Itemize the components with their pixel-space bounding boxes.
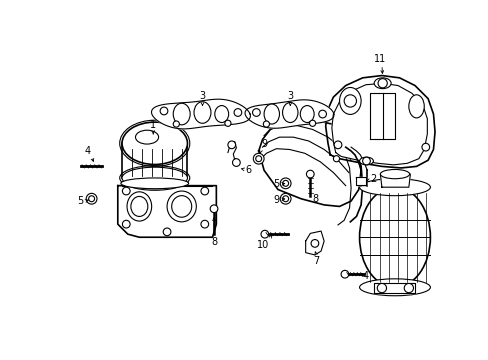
Text: 11: 11 — [373, 54, 386, 64]
Text: 8: 8 — [210, 237, 217, 247]
Circle shape — [201, 220, 208, 228]
Ellipse shape — [408, 95, 424, 118]
Circle shape — [404, 283, 413, 293]
Circle shape — [201, 187, 208, 195]
Text: 4: 4 — [84, 147, 91, 156]
Ellipse shape — [122, 167, 187, 189]
Circle shape — [224, 120, 230, 126]
Circle shape — [122, 187, 130, 195]
Circle shape — [280, 178, 290, 189]
Circle shape — [341, 270, 348, 278]
Ellipse shape — [359, 157, 373, 165]
Ellipse shape — [359, 187, 429, 287]
Text: 7: 7 — [313, 256, 319, 266]
Circle shape — [163, 228, 171, 236]
Circle shape — [333, 141, 341, 149]
Text: 3: 3 — [199, 91, 205, 101]
Circle shape — [234, 109, 241, 116]
Polygon shape — [331, 83, 427, 165]
Ellipse shape — [171, 196, 191, 217]
Circle shape — [261, 230, 268, 238]
Polygon shape — [356, 177, 365, 185]
Text: 10: 10 — [256, 239, 268, 249]
Ellipse shape — [300, 105, 313, 122]
Polygon shape — [369, 93, 394, 139]
Circle shape — [318, 110, 326, 118]
Ellipse shape — [135, 130, 158, 144]
Circle shape — [227, 141, 235, 149]
Polygon shape — [244, 100, 333, 128]
Circle shape — [282, 180, 288, 186]
Circle shape — [255, 156, 261, 162]
Text: 5: 5 — [78, 196, 84, 206]
Circle shape — [210, 205, 218, 213]
Circle shape — [86, 193, 97, 204]
Ellipse shape — [264, 104, 279, 124]
Ellipse shape — [359, 179, 429, 195]
Circle shape — [282, 196, 288, 202]
Ellipse shape — [121, 178, 188, 189]
Text: 1: 1 — [150, 120, 156, 130]
Polygon shape — [305, 231, 324, 255]
Circle shape — [88, 196, 94, 202]
Circle shape — [377, 78, 386, 88]
Circle shape — [232, 159, 240, 166]
Circle shape — [306, 170, 313, 178]
Circle shape — [310, 239, 318, 247]
Polygon shape — [373, 283, 414, 293]
Ellipse shape — [127, 192, 151, 221]
Ellipse shape — [214, 105, 228, 122]
Circle shape — [280, 193, 290, 204]
Circle shape — [309, 120, 315, 126]
Polygon shape — [258, 119, 360, 206]
Ellipse shape — [167, 191, 196, 222]
Ellipse shape — [131, 197, 147, 216]
Ellipse shape — [122, 122, 187, 165]
Ellipse shape — [339, 87, 360, 114]
Ellipse shape — [380, 170, 409, 179]
Ellipse shape — [359, 279, 429, 296]
Polygon shape — [356, 178, 365, 186]
Text: 9: 9 — [261, 139, 266, 149]
Text: 4: 4 — [362, 271, 368, 281]
Polygon shape — [118, 186, 216, 237]
Text: 2: 2 — [369, 175, 376, 184]
Polygon shape — [380, 174, 409, 187]
Circle shape — [344, 95, 356, 107]
Circle shape — [160, 107, 167, 115]
Text: 5: 5 — [273, 179, 279, 189]
Circle shape — [421, 143, 429, 151]
Circle shape — [173, 121, 179, 127]
Circle shape — [122, 220, 130, 228]
Text: 3: 3 — [286, 91, 293, 101]
Text: 6: 6 — [245, 165, 251, 175]
Ellipse shape — [194, 102, 210, 123]
Circle shape — [253, 153, 264, 164]
Circle shape — [252, 109, 260, 116]
Circle shape — [377, 283, 386, 293]
Polygon shape — [151, 99, 250, 129]
Ellipse shape — [373, 78, 390, 89]
Ellipse shape — [282, 103, 297, 122]
Polygon shape — [325, 76, 434, 168]
Ellipse shape — [173, 103, 190, 125]
Ellipse shape — [287, 114, 329, 123]
Circle shape — [263, 121, 269, 127]
Circle shape — [333, 156, 339, 162]
Circle shape — [362, 157, 369, 165]
Text: 9: 9 — [273, 194, 279, 204]
Text: 8: 8 — [312, 194, 318, 204]
